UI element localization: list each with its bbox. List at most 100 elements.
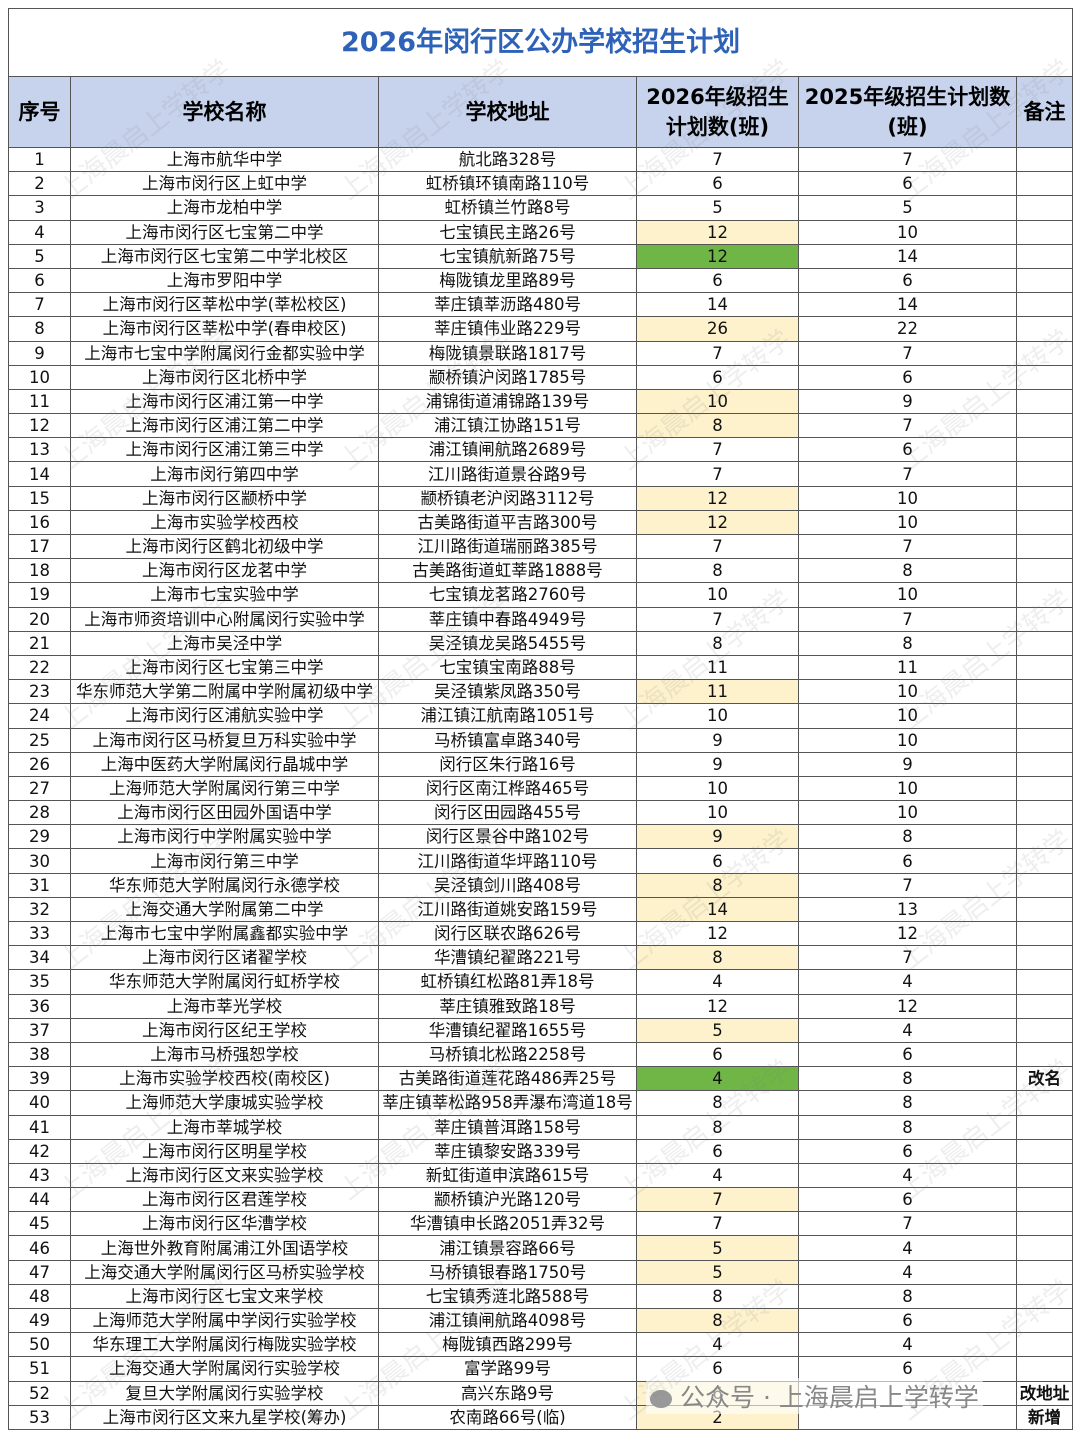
cell-plan-2025: 6: [798, 1138, 1017, 1164]
cell-plan-2026: 12: [636, 993, 799, 1019]
cell-note: [1015, 219, 1074, 245]
cell-no: 40: [8, 1090, 71, 1116]
cell-address: 虹桥镇环镇南路110号: [378, 171, 637, 197]
cell-note: [1015, 509, 1074, 536]
cell-plan-2026: 5: [636, 1017, 799, 1043]
cell-no: 17: [8, 533, 71, 560]
cell-address: 莘庄镇黎安路339号: [378, 1138, 637, 1164]
cell-plan-2026: 7: [636, 340, 799, 366]
cell-name: 上海师范大学附属闵行第三中学: [70, 775, 379, 802]
cell-no: 5: [8, 243, 71, 269]
cell-plan-2025: 10: [798, 727, 1017, 753]
cell-name: 上海市闵行区北桥中学: [70, 364, 379, 390]
cell-note: [1015, 1017, 1074, 1043]
cell-note: [1015, 1259, 1074, 1285]
cell-no: 21: [8, 630, 71, 656]
table-row: 22 上海市闵行区七宝第三中学 七宝镇宝南路88号 11 11: [8, 654, 1074, 681]
cell-plan-2025: 7: [798, 1211, 1017, 1237]
cell-no: 25: [8, 727, 71, 753]
cell-name: 上海市闵行区莘松中学(莘松校区): [70, 292, 379, 318]
header-cell: 备注: [1015, 76, 1074, 148]
cell-plan-2026: 8: [636, 872, 799, 898]
cell-plan-2025: 7: [798, 340, 1017, 366]
cell-note: 新增: [1015, 1404, 1074, 1430]
cell-plan-2026: 5: [636, 195, 799, 221]
cell-no: 42: [8, 1138, 71, 1164]
cell-address: 闵行区景谷中路102号: [378, 824, 637, 850]
table-row: 51 上海交通大学附属闵行实验学校 富学路99号 6 6: [8, 1356, 1074, 1382]
cell-plan-2025: 10: [798, 800, 1017, 826]
cell-name: 上海市七宝中学附属鑫都实验中学: [70, 920, 379, 947]
cell-plan-2025: 12: [798, 920, 1017, 947]
footer-text: 公众号 · 上海晨启上学转学: [680, 1383, 979, 1412]
cell-plan-2026: 11: [636, 679, 799, 705]
cell-name: 上海市实验学校西校: [70, 509, 379, 536]
table-row: 38 上海市马桥强恕学校 马桥镇北松路2258号 6 6: [8, 1041, 1074, 1068]
cell-no: 19: [8, 582, 71, 608]
table-body: 1 上海市航华中学 航北路328号 7 7 2 上海市闵行区上虹中学 虹桥镇环镇南路110号 6…: [8, 146, 1074, 1430]
cell-name: 上海市闵行区文来九星学校(筹办): [70, 1404, 379, 1430]
cell-note: [1015, 388, 1074, 415]
cell-no: 2: [8, 171, 71, 197]
cell-address: 浦江镇闸航路2689号: [378, 437, 637, 463]
table-row: 43 上海市闵行区文来实验学校 新虹街道申滨路615号 4 4: [8, 1162, 1074, 1189]
cell-address: 虹桥镇红松路81弄18号: [378, 969, 637, 995]
header-cell: 2026年级招生计划数(班): [636, 76, 799, 148]
cell-note: [1015, 872, 1074, 898]
cell-address: 七宝镇航新路75号: [378, 243, 637, 269]
cell-plan-2026: 6: [636, 848, 799, 874]
cell-note: [1015, 195, 1074, 221]
cell-address: 航北路328号: [378, 146, 637, 173]
cell-name: 复旦大学附属闵行实验学校: [70, 1380, 379, 1406]
table-row: 48 上海市闵行区七宝文来学校 七宝镇秀涟北路588号 8 8: [8, 1283, 1074, 1310]
table-row: 33 上海市七宝中学附属鑫都实验中学 闵行区联农路626号 12 12: [8, 920, 1074, 947]
cell-plan-2026: 6: [636, 364, 799, 390]
cell-address: 古美路街道平吉路300号: [378, 509, 637, 536]
cell-plan-2026: 12: [636, 485, 799, 511]
table-row: 47 上海交通大学附属闵行区马桥实验学校 马桥镇银春路1750号 5 4: [8, 1259, 1074, 1285]
cell-note: [1015, 437, 1074, 463]
cell-name: 上海师范大学附属中学闵行实验学校: [70, 1307, 379, 1334]
cell-no: 46: [8, 1235, 71, 1261]
table-row: 41 上海市莘城学校 莘庄镇普洱路158号 8 8: [8, 1114, 1074, 1140]
cell-name: 上海市闵行区鹤北初级中学: [70, 533, 379, 560]
cell-plan-2025: 7: [798, 146, 1017, 173]
cell-name: 上海市闵行区诸翟学校: [70, 945, 379, 971]
cell-plan-2025: 8: [798, 1114, 1017, 1140]
cell-address: 江川路街道景谷路9号: [378, 461, 637, 487]
cell-name: 上海市师资培训中心附属闵行实验中学: [70, 606, 379, 632]
table-row: 8 上海市闵行区莘松中学(春申校区) 莘庄镇伟业路229号 26 22: [8, 316, 1074, 342]
cell-note: [1015, 848, 1074, 874]
table-row: 35 华东师范大学附属闵行虹桥学校 虹桥镇红松路81弄18号 4 4: [8, 969, 1074, 995]
cell-note: [1015, 1162, 1074, 1189]
table-row: 25 上海市闵行区马桥复旦万科实验中学 马桥镇富卓路340号 9 10: [8, 727, 1074, 753]
cell-no: 29: [8, 824, 71, 850]
cell-note: [1015, 945, 1074, 971]
cell-address: 马桥镇富卓路340号: [378, 727, 637, 753]
table-row: 24 上海市闵行区浦航实验中学 浦江镇江航南路1051号 10 10: [8, 703, 1074, 729]
cell-plan-2026: 8: [636, 945, 799, 971]
table-row: 11 上海市闵行区浦江第一中学 浦锦街道浦锦路139号 10 9: [8, 388, 1074, 415]
cell-no: 47: [8, 1259, 71, 1285]
cell-plan-2025: 8: [798, 1090, 1017, 1116]
cell-note: [1015, 485, 1074, 511]
cell-no: 12: [8, 413, 71, 439]
cell-plan-2025: 11: [798, 654, 1017, 681]
cell-name: 上海市吴泾中学: [70, 630, 379, 656]
cell-name: 上海市闵行中学附属实验中学: [70, 824, 379, 850]
cell-note: [1015, 558, 1074, 584]
cell-note: [1015, 340, 1074, 366]
cell-plan-2026: 12: [636, 509, 799, 536]
cell-address: 七宝镇龙茗路2760号: [378, 582, 637, 608]
cell-note: [1015, 1187, 1074, 1213]
cell-name: 上海市闵行区纪王学校: [70, 1017, 379, 1043]
cell-no: 41: [8, 1114, 71, 1140]
cell-address: 闵行区联农路626号: [378, 920, 637, 947]
cell-note: [1015, 1114, 1074, 1140]
cell-plan-2025: 6: [798, 1356, 1017, 1382]
table-row: 4 上海市闵行区七宝第二中学 七宝镇民主路26号 12 10: [8, 219, 1074, 245]
cell-plan-2025: 8: [798, 824, 1017, 850]
table-row: 32 上海交通大学附属第二中学 江川路街道姚安路159号 14 13: [8, 896, 1074, 923]
cell-note: [1015, 679, 1074, 705]
table-row: 23 华东师范大学第二附属中学附属初级中学 吴泾镇紫凤路350号 11 10: [8, 679, 1074, 705]
